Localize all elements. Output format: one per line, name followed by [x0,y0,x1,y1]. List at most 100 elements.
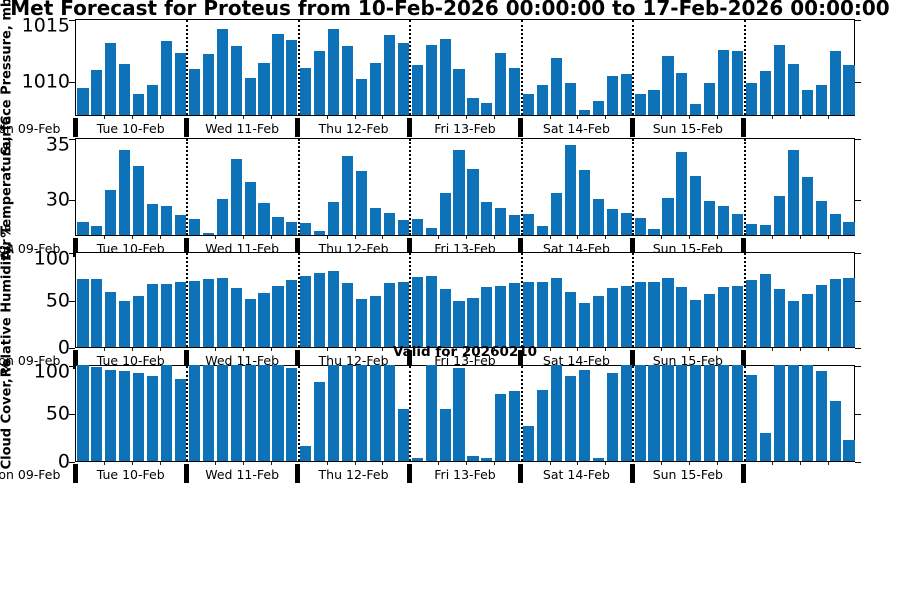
day-boundary-gridline [743,253,746,347]
forecast-bar [300,275,312,347]
minor-x-tick [716,462,718,465]
forecast-bar [745,223,758,235]
x-label-day: Fri 13-Feb [434,467,496,482]
forecast-bar [843,277,855,347]
x-label-day: Tue 10-Feb [96,467,165,482]
forecast-bar [773,289,785,347]
y-tick-mark [69,20,75,21]
forecast-bar [397,281,409,347]
forecast-bar [119,300,131,347]
day-boundary-tick [295,464,301,483]
x-label-day: Thu 12-Feb [318,467,389,482]
day-boundary-tick [183,350,189,369]
day-boundary-tick [406,464,412,483]
axes-air-temperature: 35 30 Air Temperature, °C [0,116,861,260]
y-tick-mark [69,200,75,202]
y-tick-label: 100 [33,360,70,383]
minor-x-tick [382,236,384,239]
minor-x-tick [159,348,161,351]
forecast-bar [272,216,284,235]
minor-x-tick [828,116,830,119]
forecast-bar [718,50,730,115]
forecast-bar [801,90,813,115]
minor-x-tick [549,462,551,465]
forecast-bar [230,158,242,235]
forecast-bar [328,271,340,347]
day-boundary-tick [518,464,524,483]
x-label-day: Fri 13-Feb [434,121,496,136]
forecast-bar [648,282,660,347]
forecast-bar [481,201,493,235]
forecast-bar [355,298,368,347]
x-label-prev-day: Mon 09-Feb [0,467,61,482]
minor-x-tick [131,116,133,119]
minor-x-tick [438,116,440,119]
forecast-bar [202,53,214,115]
forecast-bar [439,409,451,461]
minor-x-tick [493,116,495,119]
day-boundary-gridline [297,253,300,347]
minor-x-tick [271,348,272,351]
forecast-bar [314,51,326,115]
minor-x-tick [688,348,690,351]
minor-x-tick [549,116,551,119]
minor-x-tick [438,462,440,465]
minor-x-tick [772,116,774,119]
day-boundary-gridline [520,20,523,115]
forecast-bar [564,291,577,347]
forecast-bar [244,77,256,115]
day-boundary-gridline [186,20,189,115]
forecast-bar [606,209,618,235]
minor-x-tick [661,116,662,119]
forecast-bar [91,278,103,347]
y-tick-mark [855,348,861,349]
forecast-bar [732,51,744,115]
minor-x-tick [800,462,802,465]
forecast-bar [286,40,298,115]
forecast-bar [342,46,354,115]
minor-x-tick [493,236,495,239]
forecast-bar [773,45,785,115]
day-boundary-tick [518,350,524,369]
minor-x-tick [493,348,495,351]
forecast-bar [105,189,117,235]
day-boundary-tick [406,238,412,257]
forecast-bar [272,34,284,115]
forecast-bar [467,168,479,235]
y-tick-label: 35 [45,133,70,156]
x-label-prev-day: Mon 09-Feb [0,353,61,368]
forecast-bar [815,200,827,235]
forecast-bar [495,208,507,235]
forecast-bar [620,212,632,235]
forecast-bar [745,82,758,115]
x-label-day: Thu 12-Feb [318,353,389,368]
minor-x-tick [243,348,245,351]
forecast-bar [759,273,772,347]
minor-x-tick [326,462,328,465]
forecast-bar [578,169,590,235]
minor-x-tick [131,462,133,465]
forecast-bar [564,82,577,115]
y-tick-label: 1015 [21,14,70,37]
forecast-bar [119,63,131,115]
forecast-bar [787,63,799,115]
forecast-bar [606,372,618,461]
forecast-bar [91,366,103,461]
forecast-bar [801,293,813,347]
figure-title: Met Forecast for Proteus from 10-Feb-202… [10,0,890,20]
forecast-bar [230,365,242,461]
y-tick-label: 100 [33,247,70,270]
day-boundary-gridline [297,139,300,235]
forecast-bar [160,365,173,461]
minor-x-tick [716,236,718,239]
forecast-bar [509,67,521,115]
x-axis-label-strip: Mon 09-Feb Tue 10-Feb Wed 11-Feb Thu 12-Feb… [0,464,900,483]
minor-x-tick [103,462,105,465]
forecast-bar [397,42,409,115]
forecast-bar [425,45,437,115]
forecast-bar [383,212,395,235]
forecast-bar [272,365,284,461]
forecast-bar [550,193,563,235]
y-tick-mark [69,348,75,349]
